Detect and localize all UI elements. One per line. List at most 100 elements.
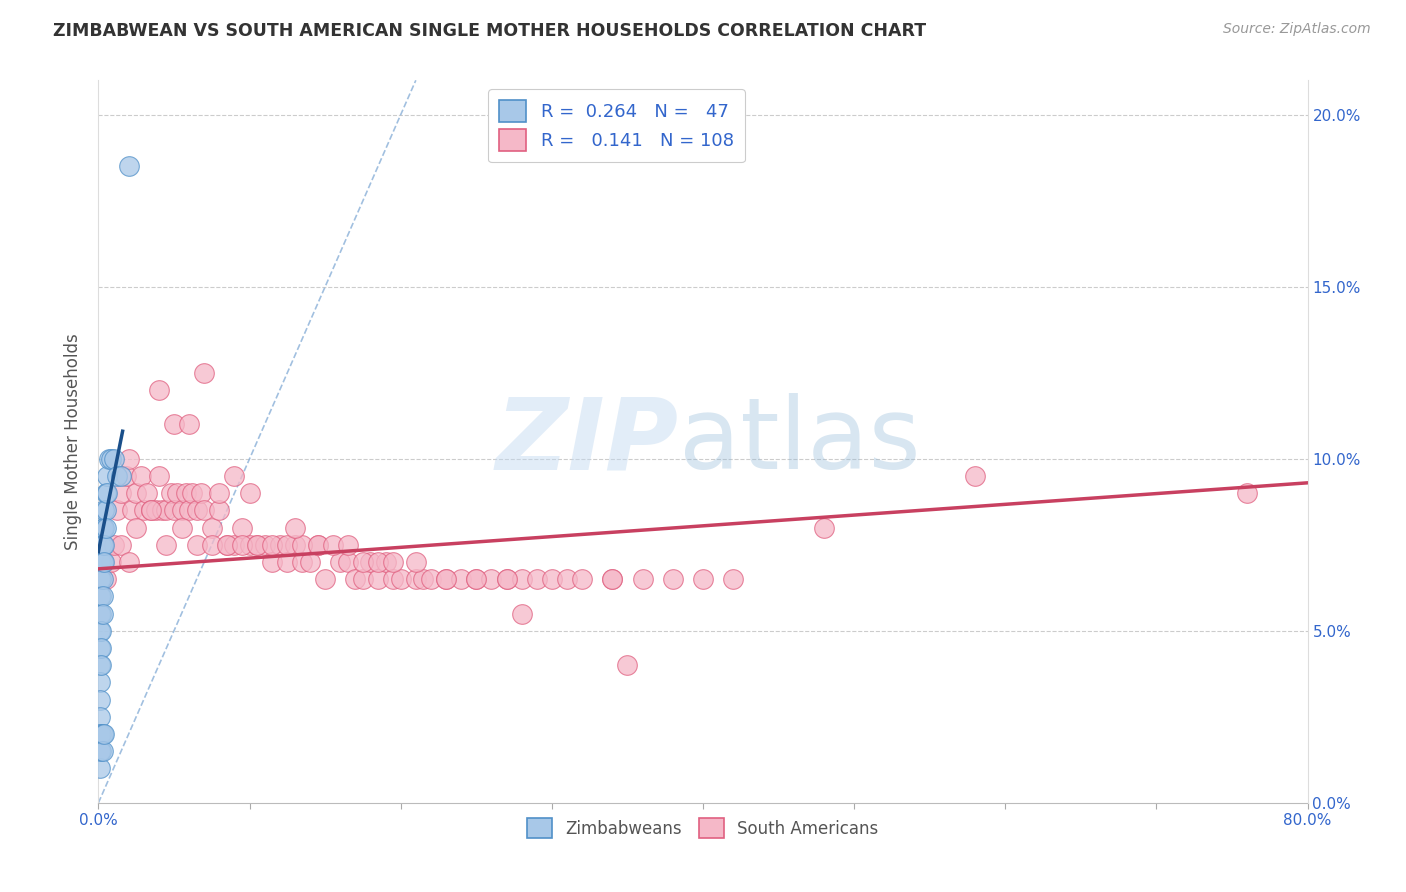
Point bbox=[382, 555, 405, 569]
Point bbox=[231, 520, 253, 534]
Point bbox=[155, 503, 177, 517]
Point bbox=[723, 572, 745, 586]
Point bbox=[148, 383, 170, 397]
Point bbox=[103, 538, 125, 552]
Point bbox=[135, 486, 157, 500]
Point bbox=[367, 572, 389, 586]
Point bbox=[314, 572, 336, 586]
Point bbox=[179, 503, 201, 517]
Point bbox=[336, 555, 359, 569]
Point bbox=[495, 572, 517, 586]
Point bbox=[602, 572, 624, 586]
Point bbox=[215, 538, 238, 552]
Point bbox=[352, 555, 374, 569]
Point bbox=[201, 538, 224, 552]
Point bbox=[465, 572, 488, 586]
Point bbox=[434, 572, 457, 586]
Point bbox=[170, 503, 193, 517]
Point bbox=[94, 572, 117, 586]
Point bbox=[239, 538, 262, 552]
Point bbox=[526, 572, 548, 586]
Point bbox=[118, 159, 141, 173]
Point bbox=[125, 486, 148, 500]
Point bbox=[284, 520, 307, 534]
Point bbox=[89, 710, 111, 724]
Point bbox=[93, 503, 115, 517]
Point bbox=[89, 692, 111, 706]
Point bbox=[965, 469, 987, 483]
Point bbox=[105, 503, 128, 517]
Point bbox=[465, 572, 488, 586]
Point bbox=[434, 572, 457, 586]
Point bbox=[91, 538, 114, 552]
Point bbox=[90, 640, 112, 655]
Point bbox=[90, 590, 112, 604]
Point bbox=[420, 572, 443, 586]
Point bbox=[246, 538, 269, 552]
Point bbox=[110, 469, 132, 483]
Point bbox=[352, 572, 374, 586]
Point bbox=[510, 607, 533, 621]
Point bbox=[193, 366, 215, 380]
Point bbox=[90, 572, 112, 586]
Point bbox=[89, 675, 111, 690]
Point bbox=[105, 469, 128, 483]
Point bbox=[224, 469, 246, 483]
Point bbox=[91, 744, 114, 758]
Point bbox=[89, 658, 111, 673]
Point bbox=[555, 572, 578, 586]
Point bbox=[90, 538, 112, 552]
Point bbox=[510, 572, 533, 586]
Point bbox=[540, 572, 562, 586]
Point bbox=[307, 538, 329, 552]
Point bbox=[89, 590, 111, 604]
Point bbox=[96, 469, 118, 483]
Point bbox=[1236, 486, 1258, 500]
Point bbox=[145, 503, 167, 517]
Point bbox=[224, 538, 246, 552]
Point bbox=[239, 486, 262, 500]
Point bbox=[389, 572, 412, 586]
Point bbox=[100, 451, 122, 466]
Point bbox=[89, 624, 111, 638]
Point bbox=[307, 538, 329, 552]
Point bbox=[103, 451, 125, 466]
Point bbox=[367, 555, 389, 569]
Text: ZIP: ZIP bbox=[496, 393, 679, 490]
Point bbox=[96, 486, 118, 500]
Point bbox=[89, 744, 111, 758]
Point bbox=[132, 503, 155, 517]
Point bbox=[118, 555, 141, 569]
Point bbox=[692, 572, 714, 586]
Point bbox=[93, 538, 115, 552]
Point bbox=[163, 503, 186, 517]
Point bbox=[148, 469, 170, 483]
Point bbox=[89, 761, 111, 775]
Point bbox=[481, 572, 503, 586]
Point bbox=[382, 572, 405, 586]
Point bbox=[114, 469, 136, 483]
Point bbox=[141, 503, 163, 517]
Point bbox=[602, 572, 624, 586]
Point bbox=[98, 451, 121, 466]
Point bbox=[813, 520, 835, 534]
Point bbox=[186, 538, 208, 552]
Point bbox=[155, 538, 177, 552]
Point bbox=[360, 555, 382, 569]
Point bbox=[89, 607, 111, 621]
Point bbox=[374, 555, 396, 569]
Point bbox=[150, 503, 173, 517]
Point bbox=[269, 538, 291, 552]
Point bbox=[246, 538, 269, 552]
Point bbox=[89, 727, 111, 741]
Point bbox=[262, 555, 284, 569]
Point bbox=[190, 486, 212, 500]
Point bbox=[174, 486, 197, 500]
Point bbox=[201, 520, 224, 534]
Point bbox=[571, 572, 593, 586]
Point bbox=[89, 555, 111, 569]
Y-axis label: Single Mother Households: Single Mother Households bbox=[65, 334, 83, 549]
Point bbox=[93, 727, 115, 741]
Point bbox=[322, 538, 344, 552]
Point bbox=[616, 658, 638, 673]
